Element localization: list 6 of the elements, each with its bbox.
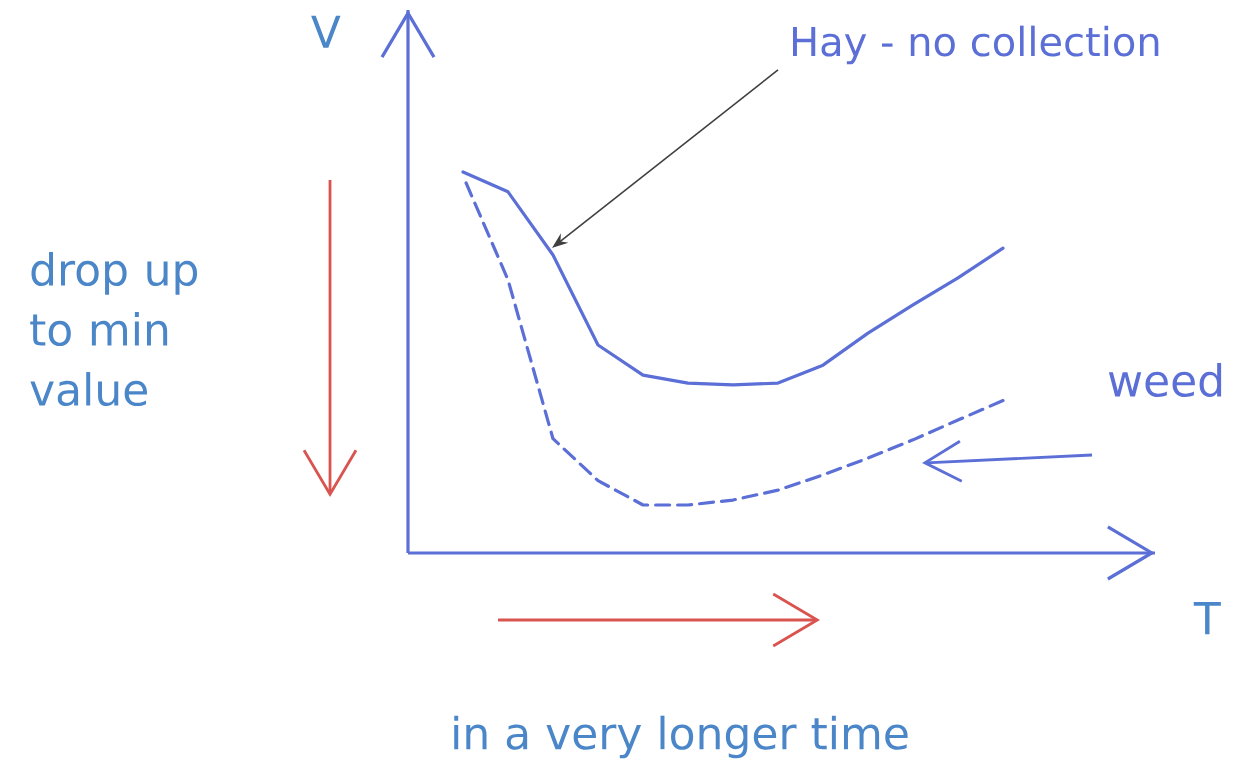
text: weed [1108,362,1222,398]
y-axis-title: V [311,15,341,48]
text: Hay - no collection [792,25,1159,65]
x-axis-title: T [1193,602,1221,635]
text: in a very longer time [454,715,908,759]
text: drop up to min value [30,252,198,407]
